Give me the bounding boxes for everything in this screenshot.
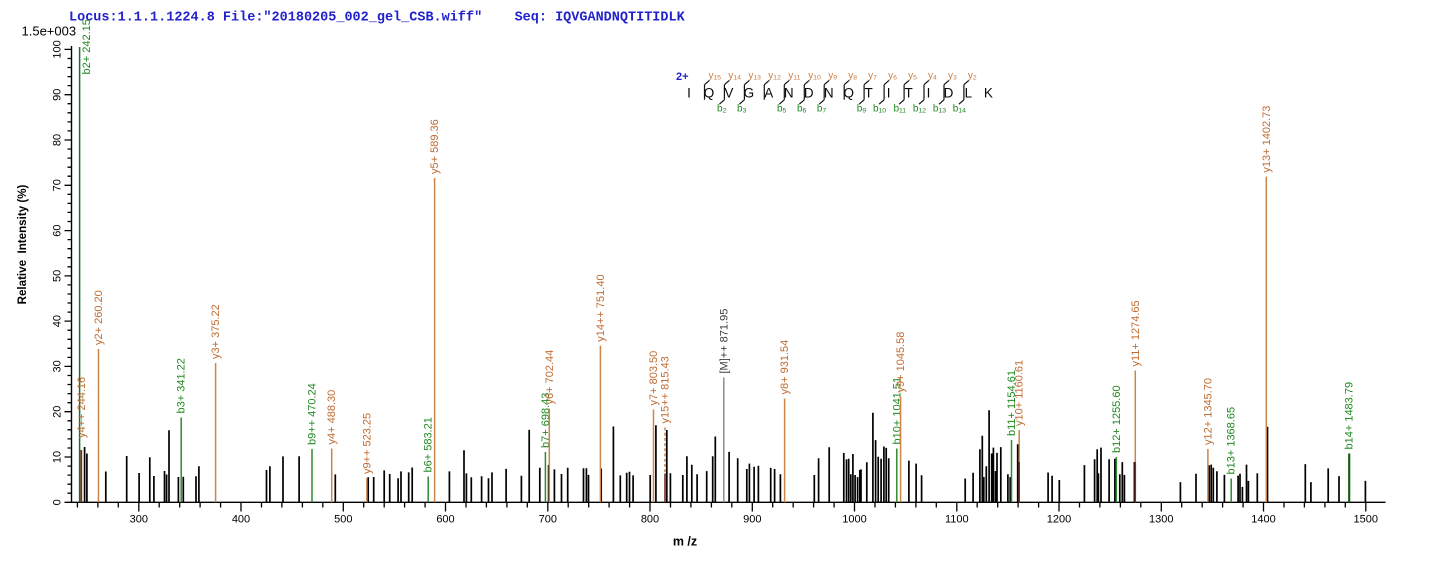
svg-text:y5+ 589.36: y5+ 589.36 xyxy=(429,119,441,174)
svg-text:b6+ 583.21: b6+ 583.21 xyxy=(423,417,435,472)
svg-text:y14++ 751.40: y14++ 751.40 xyxy=(595,274,607,341)
svg-text:y10: y10 xyxy=(808,71,821,82)
svg-text:y13: y13 xyxy=(748,71,761,82)
svg-text:b14: b14 xyxy=(953,104,966,115)
svg-text:y4+ 488.30: y4+ 488.30 xyxy=(326,390,338,445)
svg-text:y12: y12 xyxy=(768,71,781,82)
svg-text:y6+ 702.44: y6+ 702.44 xyxy=(544,350,556,405)
svg-text:b10: b10 xyxy=(873,104,886,115)
svg-text:b7: b7 xyxy=(817,104,827,115)
svg-text:y2: y2 xyxy=(968,71,977,82)
svg-text:y13+ 1402.73: y13+ 1402.73 xyxy=(1261,106,1273,173)
svg-text:50: 50 xyxy=(52,270,64,282)
svg-text:y4++ 244.16: y4++ 244.16 xyxy=(76,377,88,438)
svg-text:1500: 1500 xyxy=(1354,514,1378,526)
svg-text:80: 80 xyxy=(52,134,64,146)
svg-text:40: 40 xyxy=(52,315,64,327)
svg-text:[M]++ 871.95: [M]++ 871.95 xyxy=(718,309,730,374)
svg-text:800: 800 xyxy=(641,514,659,526)
svg-text:Relative Intensity (%): Relative Intensity (%) xyxy=(16,184,29,304)
svg-text:1200: 1200 xyxy=(1047,514,1071,526)
svg-text:y9+ 1045.58: y9+ 1045.58 xyxy=(895,332,907,393)
svg-text:y15++ 815.43: y15++ 815.43 xyxy=(660,356,672,423)
svg-text:90: 90 xyxy=(52,89,64,101)
svg-text:b12+ 1255.60: b12+ 1255.60 xyxy=(1111,385,1123,453)
svg-text:60: 60 xyxy=(52,224,64,236)
svg-text:1000: 1000 xyxy=(842,514,866,526)
svg-text:y7: y7 xyxy=(868,71,877,82)
svg-text:500: 500 xyxy=(334,514,352,526)
svg-text:b12: b12 xyxy=(913,104,926,115)
svg-text:y11+ 1274.65: y11+ 1274.65 xyxy=(1130,300,1142,366)
svg-text:y8+ 931.54: y8+ 931.54 xyxy=(779,340,791,395)
svg-text:900: 900 xyxy=(743,514,761,526)
svg-text:y10+ 1160.61: y10+ 1160.61 xyxy=(1014,360,1026,426)
svg-text:30: 30 xyxy=(52,360,64,372)
svg-text:600: 600 xyxy=(436,514,454,526)
svg-text:b14+ 1483.79: b14+ 1483.79 xyxy=(1344,382,1356,450)
svg-text:y3: y3 xyxy=(948,71,957,82)
svg-text:IQVGANDNQTITIDLK: IQVGANDNQTITIDLK xyxy=(687,86,993,101)
svg-text:y5: y5 xyxy=(908,71,917,82)
svg-text:y14: y14 xyxy=(728,71,741,82)
svg-text:b5: b5 xyxy=(777,104,787,115)
svg-text:300: 300 xyxy=(130,514,148,526)
svg-text:2+: 2+ xyxy=(676,71,689,83)
svg-text:b11+ 1154.61: b11+ 1154.61 xyxy=(1006,370,1018,436)
svg-text:Locus:1.1.1.1224.8 File:"20180: Locus:1.1.1.1224.8 File:"20180205_002_ge… xyxy=(69,11,686,26)
svg-text:y12+ 1345.70: y12+ 1345.70 xyxy=(1202,378,1214,445)
svg-text:y7+ 803.50: y7+ 803.50 xyxy=(648,351,660,406)
svg-text:y4: y4 xyxy=(928,71,937,82)
svg-text:10: 10 xyxy=(52,451,64,463)
svg-text:400: 400 xyxy=(232,514,250,526)
svg-text:1300: 1300 xyxy=(1149,514,1173,526)
svg-text:1.5e+003: 1.5e+003 xyxy=(22,24,77,39)
svg-text:b3: b3 xyxy=(737,104,747,115)
svg-text:b9++ 470.24: b9++ 470.24 xyxy=(307,383,319,445)
svg-text:b11: b11 xyxy=(893,104,906,115)
svg-text:y8: y8 xyxy=(848,71,857,82)
svg-text:b2: b2 xyxy=(717,104,727,115)
svg-text:b13+ 1368.65: b13+ 1368.65 xyxy=(1226,407,1238,475)
svg-text:0: 0 xyxy=(52,499,64,505)
svg-text:b3+ 341.22: b3+ 341.22 xyxy=(176,358,188,413)
svg-text:b2+ 242.15: b2+ 242.15 xyxy=(81,19,93,74)
svg-text:20: 20 xyxy=(52,406,64,418)
svg-text:y9: y9 xyxy=(828,71,837,82)
svg-text:b9: b9 xyxy=(857,104,867,115)
svg-text:y9++ 523.25: y9++ 523.25 xyxy=(361,413,373,474)
svg-text:700: 700 xyxy=(539,514,557,526)
svg-text:y2+ 260.20: y2+ 260.20 xyxy=(93,290,105,345)
svg-text:b6: b6 xyxy=(797,104,807,115)
svg-text:y3+ 375.22: y3+ 375.22 xyxy=(210,304,222,359)
svg-text:100: 100 xyxy=(52,40,64,58)
svg-text:y15: y15 xyxy=(709,71,722,82)
svg-text:1100: 1100 xyxy=(945,514,969,526)
svg-text:70: 70 xyxy=(52,179,64,191)
svg-text:y6: y6 xyxy=(888,71,897,82)
svg-text:1400: 1400 xyxy=(1251,514,1275,526)
svg-text:y11: y11 xyxy=(788,71,800,82)
svg-text:m /z: m /z xyxy=(673,535,697,549)
svg-text:b13: b13 xyxy=(933,104,946,115)
